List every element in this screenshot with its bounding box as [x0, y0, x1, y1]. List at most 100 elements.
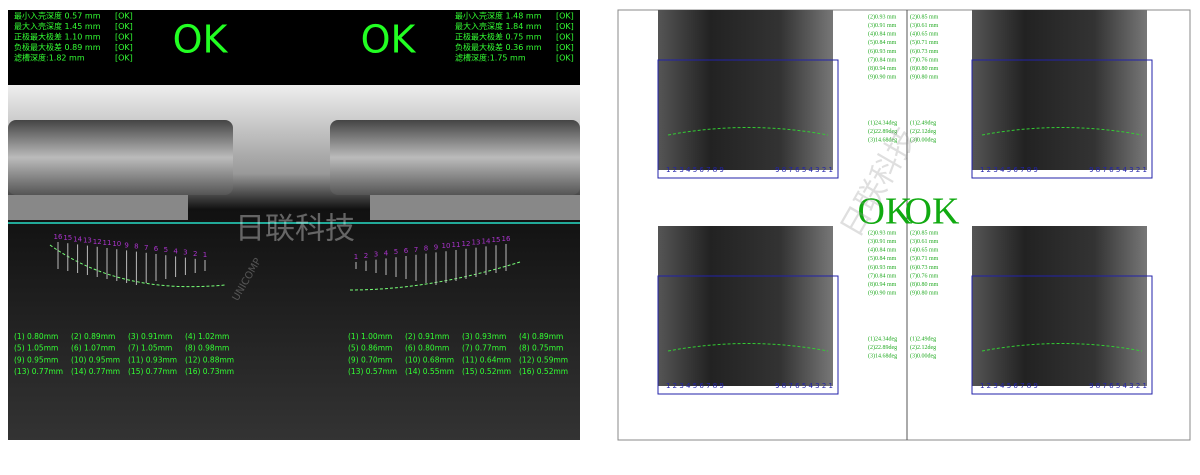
angle-value: (2)2.12deg — [910, 344, 936, 351]
cylinder — [658, 10, 833, 170]
spec-status: [OK] — [556, 12, 574, 21]
spec-status: [OK] — [556, 22, 574, 31]
angle-value: (2)22.89deg — [868, 344, 897, 351]
probe-index: 3 — [183, 249, 187, 257]
probe-index: 12 — [93, 238, 102, 246]
depth-value: (2)0.93 mm — [868, 229, 897, 236]
cap — [8, 120, 233, 195]
measurement: (10) 0.68mm — [405, 355, 454, 364]
contour — [981, 343, 1143, 352]
spec-label: 负极最大极差 0.89 mm — [14, 42, 101, 52]
measurement: (16) 0.52mm — [519, 367, 568, 376]
spec-status: [OK] — [115, 22, 133, 31]
probe-index: 6 — [154, 245, 159, 253]
depth-value: (9)0.80 mm — [910, 74, 939, 81]
spec-status: [OK] — [115, 43, 133, 52]
depth-value: (7)0.76 mm — [910, 272, 939, 279]
result: OK — [173, 18, 229, 62]
measurement: (11) 0.93mm — [128, 355, 177, 364]
depth-value: (7)0.84 mm — [868, 272, 897, 279]
depth-value: (5)0.71 mm — [910, 39, 939, 46]
cylinder — [658, 226, 833, 386]
probe-index: 9 — [434, 243, 438, 251]
depth-value: (5)0.84 mm — [868, 39, 897, 46]
roi-box — [971, 59, 1153, 179]
roi-box — [657, 59, 839, 179]
angle-value: (3)14.68deg — [868, 137, 897, 144]
probe-index: 10 — [112, 240, 121, 248]
measurement: (14) 0.55mm — [405, 367, 454, 376]
measurement: (15) 0.52mm — [462, 367, 511, 376]
probe-index: 2 — [193, 250, 197, 258]
probe-index: 9 8 7 6 5 4 3 2 1 — [1089, 166, 1147, 174]
depth-value: (3)0.61 mm — [910, 238, 939, 245]
angle-value: (3)14.68deg — [868, 353, 897, 360]
depth-value: (8)0.94 mm — [868, 281, 897, 288]
probe-index: 7 — [414, 246, 418, 254]
probe-index: 13 — [472, 239, 481, 247]
probe-index: 11 — [103, 239, 112, 247]
measurement: (3) 0.91mm — [128, 332, 172, 341]
probe-index: 15 — [492, 236, 501, 244]
depth-value: (3)0.91 mm — [868, 238, 897, 245]
spec-status: [OK] — [115, 12, 133, 21]
measurement: (12) 0.59mm — [519, 355, 568, 364]
depth-value: (4)0.84 mm — [868, 247, 897, 254]
depth-value: (7)0.84 mm — [868, 56, 897, 63]
spec-label: 最小入壳深度 1.48 mm — [455, 11, 542, 21]
depth-value: (8)0.80 mm — [910, 65, 939, 72]
contour — [981, 127, 1143, 136]
depth-value: (6)0.93 mm — [868, 264, 897, 271]
measurement: (4) 1.02mm — [185, 332, 229, 341]
measurement: (5) 0.86mm — [348, 344, 392, 353]
measurement: (7) 1.05mm — [128, 344, 172, 353]
spec-label: 最大入壳深度 1.45 mm — [14, 21, 101, 31]
probe-index: 2 — [364, 252, 368, 260]
depth-value: (2)0.85 mm — [910, 13, 939, 20]
measurement: (15) 0.77mm — [128, 367, 177, 376]
spec-status: [OK] — [556, 43, 574, 52]
depth-value: (2)0.85 mm — [910, 229, 939, 236]
spec-status: [OK] — [556, 33, 574, 42]
depth-value: (3)0.61 mm — [910, 22, 939, 29]
probe-index: 8 — [424, 245, 428, 253]
contour — [349, 261, 521, 291]
measurement: (13) 0.57mm — [348, 367, 397, 376]
probe-index: 3 — [374, 251, 378, 259]
probe-index: 4 — [384, 249, 389, 257]
depth-value: (9)0.80 mm — [910, 290, 939, 297]
spec-status: [OK] — [556, 54, 574, 63]
result: OK — [858, 191, 913, 233]
cylinder — [972, 226, 1147, 386]
depth-value: (8)0.94 mm — [868, 65, 897, 72]
depth-value: (7)0.76 mm — [910, 56, 939, 63]
measurement: (8) 0.75mm — [519, 344, 563, 353]
measurement: (5) 1.05mm — [14, 344, 58, 353]
roi-box — [657, 275, 839, 395]
depth-value: (9)0.90 mm — [868, 290, 897, 297]
header — [8, 10, 580, 85]
measurement: (9) 0.70mm — [348, 355, 392, 364]
depth-value: (6)0.93 mm — [868, 48, 897, 55]
angle-value: (1)2.49deg — [910, 335, 936, 342]
probe-index: 5 — [394, 248, 398, 256]
measurement: (13) 0.77mm — [14, 367, 63, 376]
probe-index: 14 — [482, 237, 491, 245]
depth-value: (2)0.93 mm — [868, 13, 897, 20]
depth-value: (4)0.65 mm — [910, 31, 939, 38]
probe-index: 9 8 7 6 5 4 3 2 1 — [775, 382, 833, 390]
depth-value: (4)0.84 mm — [868, 31, 897, 38]
depth-value: (6)0.73 mm — [910, 264, 939, 271]
left-panel: 最小入壳深度 0.57 mm [OK] 最大入壳深度 1.45 mm [OK] 正极最大… — [8, 10, 580, 440]
probe-index: 14 — [73, 235, 82, 243]
spec-label: 最大入壳深度 1.84 mm — [455, 21, 542, 31]
measurement: (2) 0.89mm — [71, 332, 115, 341]
measurement: (14) 0.77mm — [71, 367, 120, 376]
probe-index: 8 — [134, 243, 138, 251]
probe-index: 9 8 7 6 5 4 3 2 1 — [1089, 382, 1147, 390]
depth-value: (4)0.65 mm — [910, 247, 939, 254]
cap-neck — [370, 195, 580, 220]
depth-value: (5)0.84 mm — [868, 255, 897, 262]
